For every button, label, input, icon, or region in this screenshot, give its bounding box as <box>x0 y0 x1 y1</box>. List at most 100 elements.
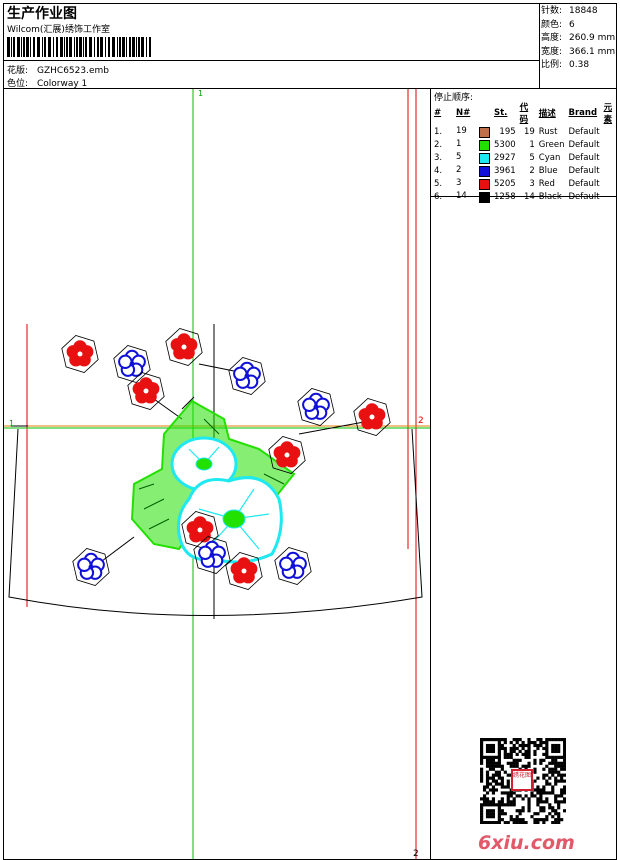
qr-module <box>521 740 525 745</box>
qr-module <box>512 797 516 801</box>
color-swatch <box>479 165 490 177</box>
qr-module <box>515 794 519 798</box>
qr-module <box>512 738 516 742</box>
qr-module <box>545 740 549 745</box>
stat-value: 366.1 mm <box>569 46 616 57</box>
qr-module <box>533 812 537 816</box>
qr-module <box>548 803 552 807</box>
row-index: 3. <box>434 152 443 163</box>
panel-divider <box>430 88 431 860</box>
qr-module <box>563 797 566 801</box>
stat-value: 260.9 mm <box>569 33 616 43</box>
qr-module <box>554 749 558 754</box>
qr-module <box>491 785 496 789</box>
barcode-bar <box>53 37 54 57</box>
barcode-bar <box>119 37 121 57</box>
qr-module <box>485 803 490 807</box>
qr-module <box>557 779 561 783</box>
qr-module <box>500 738 504 742</box>
row-brand: Default <box>568 178 600 189</box>
qr-module <box>497 758 501 762</box>
row-number: 19 <box>454 125 492 138</box>
blossom-boundary <box>268 436 306 474</box>
qr-module <box>512 746 516 751</box>
qr-module <box>509 761 513 765</box>
qr-module <box>482 785 487 789</box>
qr-module <box>491 755 496 759</box>
qr-module <box>494 738 498 742</box>
qr-module <box>527 738 531 742</box>
qr-module <box>515 764 519 768</box>
barcode-bar <box>11 37 12 57</box>
qr-module <box>497 746 501 751</box>
stat-label: 颜色: <box>541 19 563 30</box>
row-index: 1. <box>434 126 443 137</box>
stat-label: 比例: <box>541 60 563 70</box>
qr-module <box>480 743 484 748</box>
qr-module <box>563 764 566 768</box>
qr-module <box>542 809 546 813</box>
qr-module <box>521 806 525 810</box>
qr-module <box>551 746 555 751</box>
qr-module <box>494 770 498 774</box>
qr-module <box>500 782 504 786</box>
qr-module <box>554 821 558 824</box>
barcode-bar <box>76 37 78 57</box>
qr-module <box>548 806 552 810</box>
row-number: 14 <box>454 190 492 203</box>
qr-module <box>548 761 552 765</box>
barcode-bar <box>83 37 84 57</box>
qr-module <box>480 749 484 754</box>
stat-row: 比例: 0.38 <box>541 59 615 73</box>
qr-module <box>554 809 558 813</box>
qr-module <box>542 746 546 751</box>
qr-module <box>488 749 493 754</box>
qr-module <box>480 779 484 783</box>
row-code: 5 <box>529 152 535 163</box>
qr-module <box>545 800 549 804</box>
row-number: 2 <box>454 164 492 177</box>
qr-module <box>494 803 498 807</box>
qr-module <box>497 755 501 759</box>
row-code: 19 <box>523 126 535 137</box>
blossom-center <box>313 404 319 410</box>
cyan-petal-lines <box>188 446 270 550</box>
table-row: 6. 14 1258 14 Black Default <box>432 190 620 203</box>
qr-module <box>533 749 537 754</box>
qr-module <box>488 815 493 819</box>
cyan-flower-center <box>222 509 246 529</box>
row-stitches: 3961 <box>494 165 516 176</box>
qr-module <box>497 749 501 754</box>
qr-module <box>494 755 498 759</box>
stats-divider <box>539 3 540 89</box>
qr-module <box>509 740 513 745</box>
qr-module <box>563 788 566 792</box>
barcode-bar <box>112 37 115 57</box>
qr-module <box>554 779 558 783</box>
qr-module <box>503 752 507 756</box>
qr-module <box>485 761 490 765</box>
qr-module <box>545 815 549 819</box>
qr-module <box>480 776 484 780</box>
qr-module <box>503 755 507 759</box>
qr-module <box>545 749 549 754</box>
stat-row: 针数: 18848 <box>541 5 615 19</box>
color-swatch <box>479 178 490 190</box>
qr-module <box>500 797 504 801</box>
row-stitches: 195 <box>499 126 516 137</box>
qr-module <box>557 770 561 774</box>
qr-module <box>557 743 561 748</box>
qr-module <box>480 755 484 759</box>
qr-module <box>536 800 540 804</box>
qr-module <box>485 812 490 816</box>
barcode-bar <box>149 37 151 57</box>
seal-stamp: 绣花图 <box>511 769 533 791</box>
row-index: 4. <box>434 165 443 176</box>
blossom-center <box>181 344 187 350</box>
design-canvas: 1 1 2 2 <box>4 89 430 859</box>
qr-module <box>524 749 528 754</box>
qr-module <box>542 773 546 777</box>
qr-module <box>515 821 519 824</box>
qr-module <box>560 755 564 759</box>
qr-module <box>560 794 564 798</box>
